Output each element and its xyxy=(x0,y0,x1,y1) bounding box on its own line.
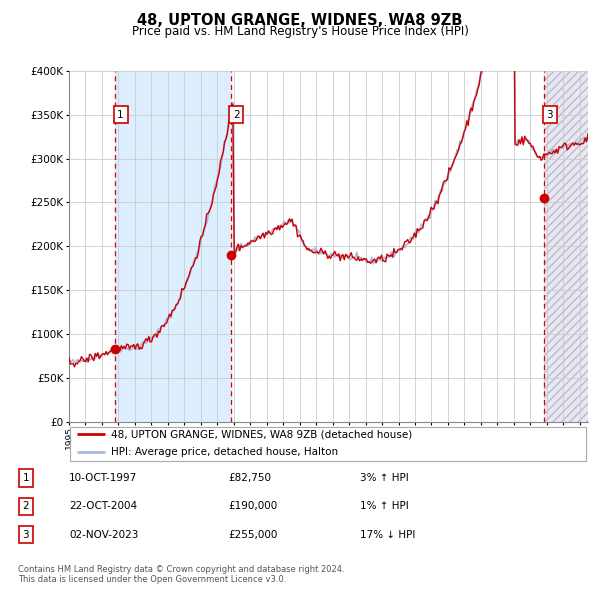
Text: 1: 1 xyxy=(22,473,29,483)
Text: 22-OCT-2004: 22-OCT-2004 xyxy=(69,502,137,511)
Bar xyxy=(544,71,588,422)
Bar xyxy=(544,71,588,422)
Text: 2: 2 xyxy=(22,502,29,511)
Text: 1% ↑ HPI: 1% ↑ HPI xyxy=(360,502,409,511)
Text: 48, UPTON GRANGE, WIDNES, WA8 9ZB: 48, UPTON GRANGE, WIDNES, WA8 9ZB xyxy=(137,13,463,28)
Text: 3: 3 xyxy=(22,530,29,539)
Text: 17% ↓ HPI: 17% ↓ HPI xyxy=(360,530,415,539)
Text: Contains HM Land Registry data © Crown copyright and database right 2024.
This d: Contains HM Land Registry data © Crown c… xyxy=(18,565,344,584)
Text: £190,000: £190,000 xyxy=(228,502,277,511)
Text: £82,750: £82,750 xyxy=(228,473,271,483)
Text: 1: 1 xyxy=(117,110,124,120)
Text: 48, UPTON GRANGE, WIDNES, WA8 9ZB (detached house): 48, UPTON GRANGE, WIDNES, WA8 9ZB (detac… xyxy=(110,430,412,440)
Text: £255,000: £255,000 xyxy=(228,530,277,539)
Text: HPI: Average price, detached house, Halton: HPI: Average price, detached house, Halt… xyxy=(110,447,338,457)
Text: 10-OCT-1997: 10-OCT-1997 xyxy=(69,473,137,483)
Text: 3: 3 xyxy=(547,110,553,120)
Bar xyxy=(115,71,230,422)
Text: 2: 2 xyxy=(233,110,240,120)
FancyBboxPatch shape xyxy=(70,427,586,461)
Text: Price paid vs. HM Land Registry's House Price Index (HPI): Price paid vs. HM Land Registry's House … xyxy=(131,25,469,38)
Text: 02-NOV-2023: 02-NOV-2023 xyxy=(69,530,139,539)
Text: 3% ↑ HPI: 3% ↑ HPI xyxy=(360,473,409,483)
